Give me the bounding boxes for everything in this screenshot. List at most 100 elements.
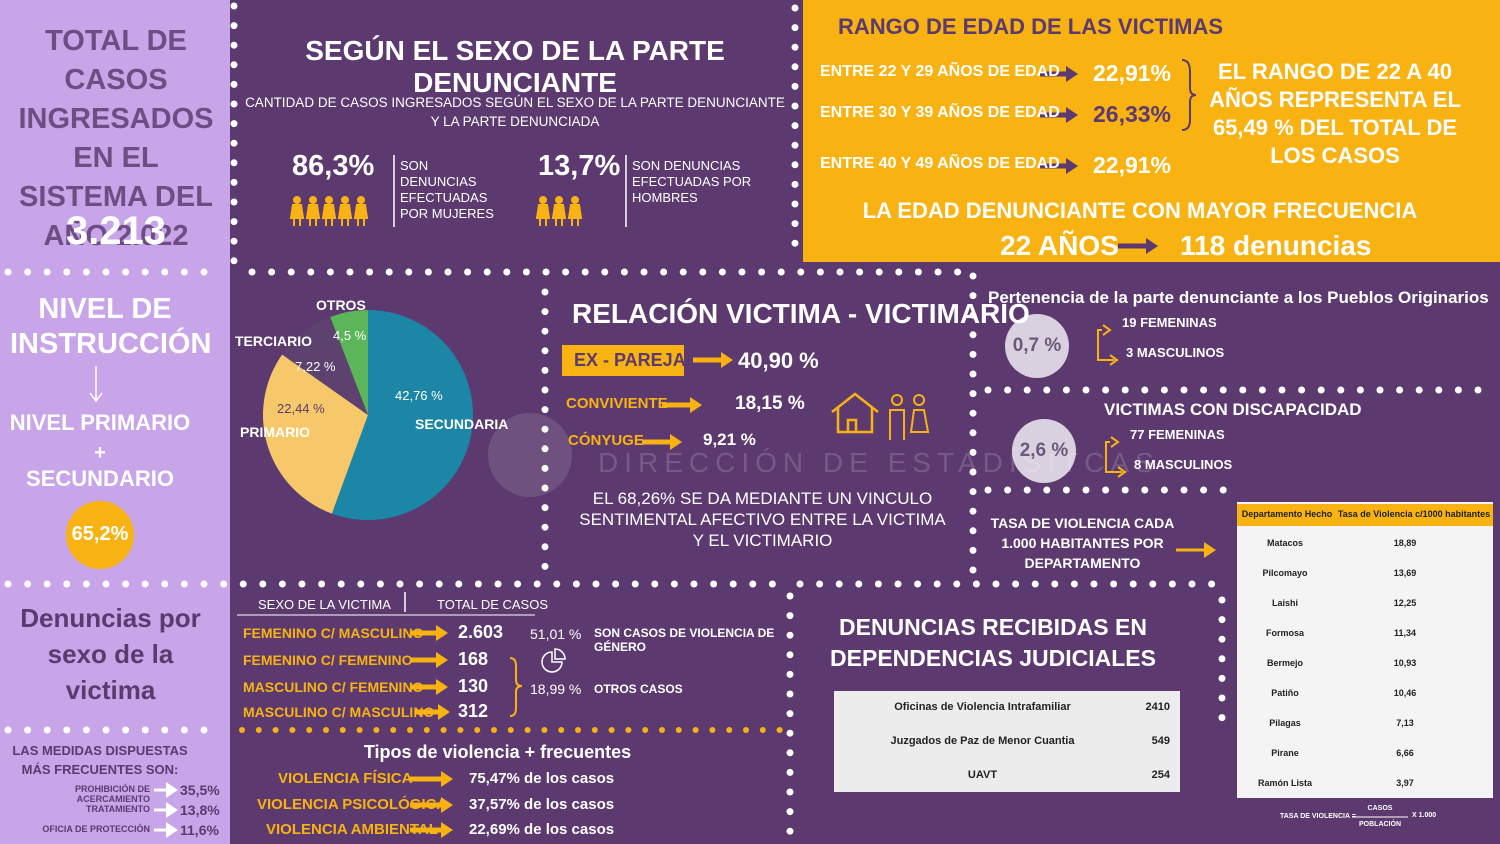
instruction-percent: 65,2% xyxy=(71,523,129,545)
house-icon xyxy=(831,392,879,434)
victim-label: MASCULINO C/ MASCULINO xyxy=(243,704,435,720)
brace xyxy=(1181,59,1197,131)
relation-label: CÓNYUGE xyxy=(568,432,644,449)
branch-arrow xyxy=(1097,329,1114,361)
judicial-value: 2410 xyxy=(1145,701,1170,713)
sex-text: SON DENUNCIAS EFECTUADAS POR HOMBRES xyxy=(632,158,752,205)
percent-badge xyxy=(66,501,134,569)
victim-total: 2.603 xyxy=(458,622,504,642)
gender-text: SON CASOS DE VIOLENCIA DE GÉNERO xyxy=(594,626,775,654)
arrow-head xyxy=(436,679,448,695)
judicial-title: DENUNCIAS RECIBIDAS EN DEPENDENCIAS JUDI… xyxy=(830,614,1156,671)
person-body xyxy=(567,204,583,226)
pueblos-percent: 0,7 % xyxy=(1012,335,1062,356)
victim-header: TOTAL DE CASOS xyxy=(437,597,549,612)
total-title: TOTAL DE CASOS INGRESADOS EN EL SISTEMA … xyxy=(18,25,214,252)
victim-sex-title: Denuncias por sexo de la victima xyxy=(20,603,201,705)
discapacidad-title: VICTIMAS CON DISCAPACIDAD xyxy=(1104,400,1362,419)
rate-department: Ramón Lista xyxy=(1257,778,1312,788)
pie-icon xyxy=(541,648,566,673)
pie-slice xyxy=(331,310,473,520)
person-body xyxy=(535,204,551,226)
watermark-emblem xyxy=(488,413,572,497)
measure-label: OFICIA DE PROTECCIÓN xyxy=(42,824,150,834)
person-body xyxy=(337,204,353,226)
rate-value: 10,93 xyxy=(1393,658,1417,668)
age-percent: 26,33% xyxy=(1093,101,1172,127)
measure-percent: 13,8% xyxy=(180,802,220,818)
rate-value: 7,13 xyxy=(1396,718,1414,728)
watermark: DIRECCIÓN DE ESTADÍSITCAS xyxy=(598,447,1160,478)
age-panel xyxy=(803,0,1500,262)
age-frequent-title: LA EDAD DENUNCIANTE CON MAYOR FRECUENCIA xyxy=(862,198,1418,223)
rate-value: 6,66 xyxy=(1396,748,1414,758)
instruction-level: SECUNDARIO xyxy=(26,466,174,491)
rate-header-bg xyxy=(1237,504,1493,526)
age-frequent-count: 118 denuncias xyxy=(1180,230,1372,261)
rate-department: Formosa xyxy=(1265,628,1304,638)
pueblos-item: 3 MASCULINOS xyxy=(1126,345,1225,360)
relation-caption: EL 68,26% SE DA MEDIANTE UN VINCULO SENT… xyxy=(579,489,946,550)
violence-text: 37,57% de los casos xyxy=(469,796,615,813)
arrow-head xyxy=(1066,107,1078,123)
relation-percent: 40,90 % xyxy=(738,348,819,373)
couple-head xyxy=(891,394,903,406)
sex-percent: 86,3% xyxy=(292,150,375,182)
judicial-label: UAVT xyxy=(967,769,998,781)
person-body xyxy=(305,204,321,226)
pie-value-label: 4,5 % xyxy=(333,328,367,343)
formula-numerator: CASOS xyxy=(1367,805,1393,812)
victim-label: FEMENINO C/ FEMENINO xyxy=(243,652,413,668)
instruction-level: + xyxy=(94,442,106,464)
sex-text: SON DENUNCIAS EFECTUADAS POR MUJERES xyxy=(400,158,494,221)
sex-subtitle: CANTIDAD DE CASOS INGRESADOS SEGÚN EL SE… xyxy=(245,95,785,129)
rate-value: 3,97 xyxy=(1396,778,1414,788)
arrow-head xyxy=(438,704,450,720)
violence-label: VIOLENCIA FÍSICA xyxy=(278,770,413,787)
other-text: OTROS CASOS xyxy=(594,682,683,696)
arrow-head xyxy=(670,434,682,450)
violence-label: VIOLENCIA PSICOLÓGICA xyxy=(257,796,448,813)
instruction-title: NIVEL DE INSTRUCCIÓN xyxy=(10,293,212,360)
rate-title: TASA DE VIOLENCIA CADA 1.000 HABITANTES … xyxy=(990,515,1175,571)
person-head xyxy=(325,196,333,204)
couple-head xyxy=(913,394,925,406)
age-label: ENTRE 22 Y 29 AÑOS DE EDAD xyxy=(820,63,1060,80)
rate-value: 13,69 xyxy=(1393,568,1417,578)
arrow-head xyxy=(441,771,453,787)
victim-label: MASCULINO C/ FEMENINO xyxy=(243,679,424,695)
violence-text: 75,47% de los casos xyxy=(469,770,615,787)
pie-value-label: 42,76 % xyxy=(395,388,443,403)
victim-total: 130 xyxy=(458,676,489,696)
person-head xyxy=(539,196,547,204)
measure-percent: 11,6% xyxy=(180,822,219,838)
victim-total: 168 xyxy=(458,649,489,669)
pueblos-title: Pertenencia de la parte denunciante a lo… xyxy=(988,288,1489,307)
rate-department: Pilagas xyxy=(1269,718,1301,728)
rate-value: 10,46 xyxy=(1393,688,1417,698)
arrow-head xyxy=(166,802,178,818)
rate-department: Patiño xyxy=(1271,688,1299,698)
rate-department: Matacos xyxy=(1266,538,1303,548)
discapacidad-percent: 2,6 % xyxy=(1019,440,1069,461)
rate-value: 18,89 xyxy=(1393,538,1417,548)
pie-slice xyxy=(282,317,368,415)
violence-title: Tipos de violencia + frecuentes xyxy=(363,742,632,762)
person-head xyxy=(357,196,365,204)
down-arrow-head xyxy=(89,392,103,403)
relation-percent: 9,21 % xyxy=(703,430,756,449)
person-head xyxy=(555,196,563,204)
relation-label: EX - PAREJA xyxy=(574,350,686,370)
arrow-head xyxy=(1204,542,1216,558)
rate-table xyxy=(1237,502,1493,798)
sex-title: SEGÚN EL SEXO DE LA PARTE DENUNCIANTE xyxy=(305,35,725,99)
person-head xyxy=(293,196,301,204)
gender-percent: 51,01 % xyxy=(530,626,582,642)
pie-value-label: 22,44 % xyxy=(277,401,325,416)
arrow-head xyxy=(166,782,178,798)
discapacidad-circle xyxy=(1012,419,1076,483)
age-percent: 22,91% xyxy=(1093,152,1172,178)
pie-category-label: TERCIARIO xyxy=(235,333,312,349)
